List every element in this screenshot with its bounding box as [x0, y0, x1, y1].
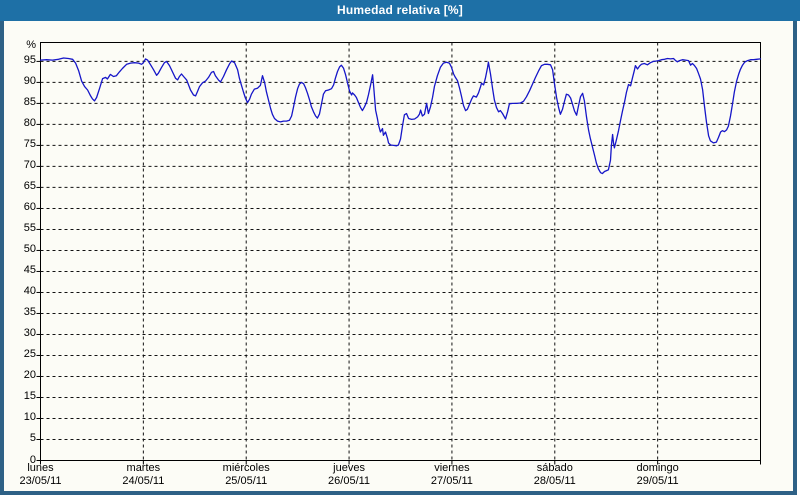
y-tick-label: 50: [23, 243, 36, 256]
y-tick-label: 30: [23, 327, 36, 340]
y-tick-label: 20: [23, 369, 36, 382]
x-day-label: miércoles: [222, 462, 270, 474]
y-tick-label: 25: [23, 348, 36, 361]
y-tick-label: 90: [23, 75, 36, 88]
humidity-series-line: [39, 57, 762, 175]
x-day-label: lunes: [27, 462, 54, 474]
y-tick-label: 0: [29, 453, 36, 466]
y-tick-label: 40: [23, 285, 36, 298]
y-tick-label: 15: [23, 390, 36, 403]
x-date-label: 24/05/11: [122, 475, 165, 487]
x-date-label: 25/05/11: [225, 475, 268, 487]
y-tick-label: 45: [23, 264, 36, 277]
y-tick-label: 85: [23, 96, 36, 109]
y-tick-label: 65: [23, 180, 36, 193]
x-date-label: 26/05/11: [328, 475, 371, 487]
x-day-label: sábado: [536, 462, 573, 474]
x-date-label: 27/05/11: [430, 475, 473, 487]
x-day-label: jueves: [333, 462, 365, 474]
y-tick-label: 10: [23, 411, 36, 424]
y-tick-label: 60: [23, 201, 36, 214]
y-tick-label: 5: [29, 432, 36, 445]
y-tick-label: 55: [23, 222, 36, 235]
y-tick-label: 35: [23, 306, 36, 319]
x-date-label: 29/05/11: [636, 475, 679, 487]
x-day-label: domingo: [636, 462, 679, 474]
chart-title: Humedad relativa [%]: [0, 0, 800, 21]
y-tick-label: 70: [23, 159, 36, 172]
y-tick-label: 80: [23, 117, 36, 130]
x-date-label: 23/05/11: [19, 475, 62, 487]
y-axis-unit-label: %: [26, 39, 36, 51]
y-tick-label: 75: [23, 138, 36, 151]
x-day-label: martes: [126, 462, 161, 474]
y-tick-label: 95: [23, 54, 36, 67]
x-date-label: 28/05/11: [533, 475, 576, 487]
x-day-label: viernes: [434, 462, 470, 474]
